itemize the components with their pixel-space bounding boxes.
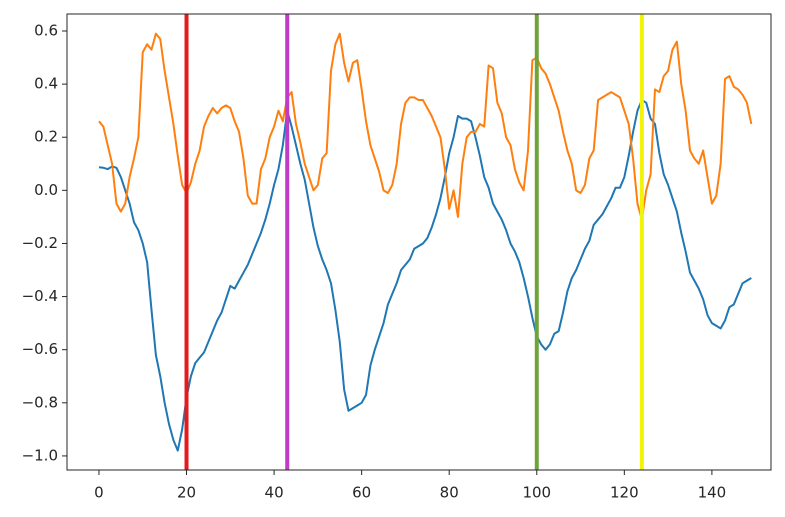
x-tick-label: 60 [352,484,371,502]
y-tick-label: −0.6 [22,340,58,358]
y-tick-label: −0.4 [22,287,58,305]
x-tick-label: 100 [522,484,551,502]
x-tick-label: 40 [265,484,284,502]
y-tick-label: 0.2 [34,128,58,146]
y-tick-label: 0.0 [34,181,58,199]
y-tick-label: −1.0 [22,446,58,464]
x-tick-label: 140 [698,484,727,502]
x-tick-label: 20 [177,484,196,502]
x-tick-label: 80 [440,484,459,502]
x-tick-label: 0 [94,484,104,502]
y-tick-label: 0.6 [34,21,58,39]
plot-frame [66,13,772,471]
x-tick-label: 120 [610,484,639,502]
y-tick-label: −0.8 [22,393,58,411]
plot-area [67,14,771,470]
y-tick-label: 0.4 [34,75,58,93]
y-tick-label: −0.2 [22,234,58,252]
